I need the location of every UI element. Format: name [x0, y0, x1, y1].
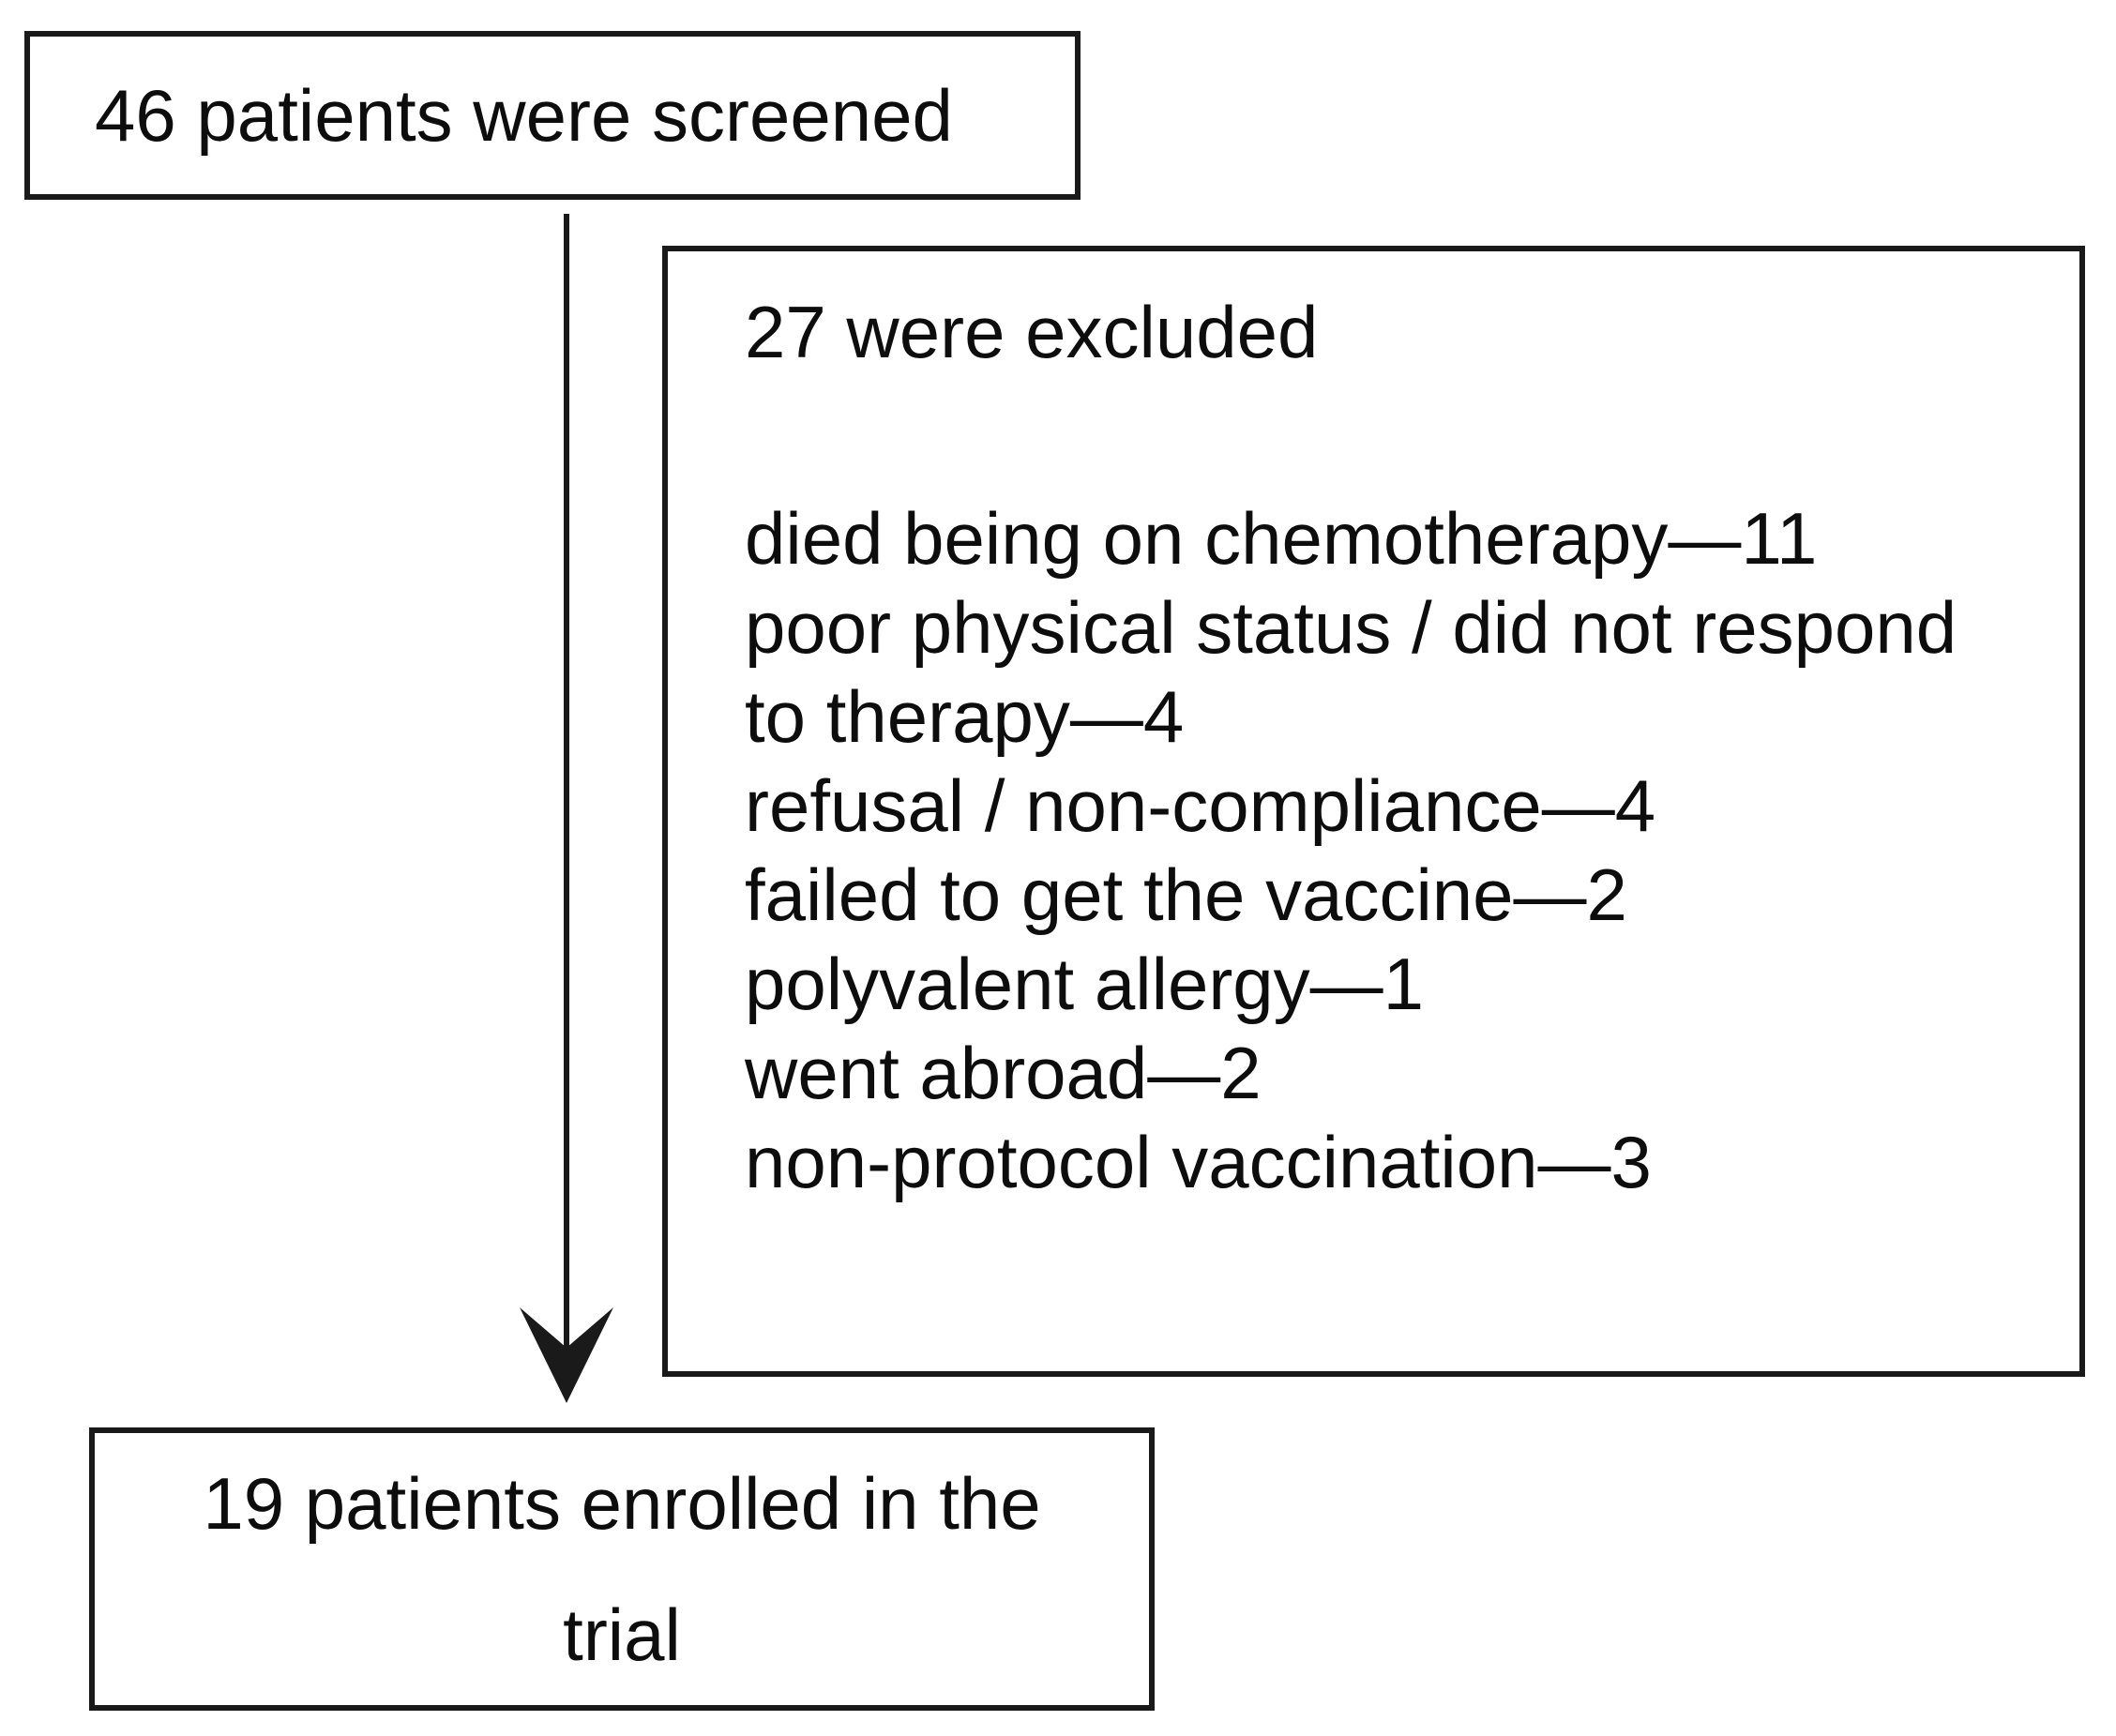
arrow-head-icon	[520, 1307, 613, 1403]
exclusion-reason-line: poor physical status / did not respond	[745, 586, 1957, 669]
exclusion-reason-line: went abroad—2	[745, 1032, 1262, 1114]
exclusion-reason-line: polyvalent allergy—1	[745, 943, 1425, 1025]
exclusion-reason-line: to therapy—4	[745, 675, 1185, 758]
excluded-box: 27 were excluded died being on chemother…	[662, 246, 2085, 1377]
exclusion-reason-line: non-protocol vaccination—3	[745, 1121, 1652, 1203]
screened-box-label: 46 patients were screened	[95, 73, 953, 157]
excluded-reasons-list: died being on chemotherapy—11 poor physi…	[745, 494, 2051, 1207]
excluded-title: 27 were excluded	[745, 291, 1319, 373]
exclusion-reason-line: refusal / non-compliance—4	[745, 764, 1656, 847]
enrolled-box: 19 patients enrolled in the trial	[89, 1427, 1155, 1711]
enrolled-box-label: 19 patients enrolled in the trial	[203, 1462, 1041, 1676]
exclusion-reason-line: died being on chemotherapy—11	[745, 497, 1818, 580]
exclusion-reason-line: failed to get the vaccine—2	[745, 853, 1627, 936]
screened-box: 46 patients were screened	[24, 31, 1081, 200]
